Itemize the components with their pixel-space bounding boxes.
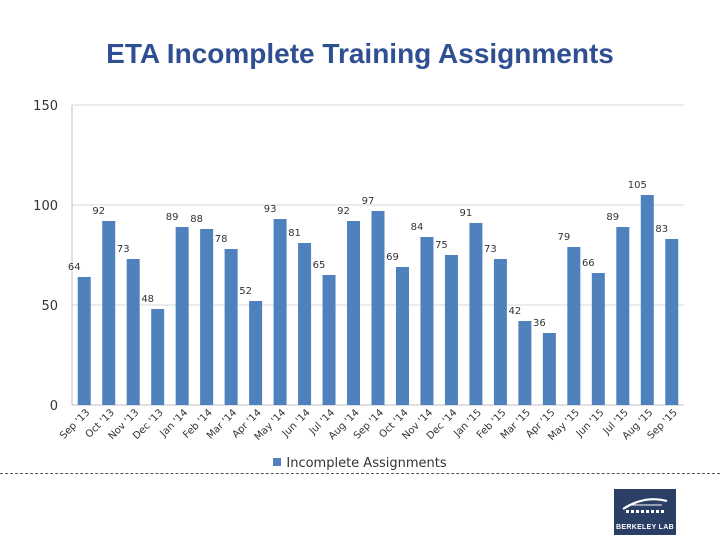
data-label: 81 xyxy=(288,228,301,239)
data-label: 75 xyxy=(435,240,448,251)
bar xyxy=(249,301,263,405)
bar xyxy=(542,333,556,405)
data-label: 92 xyxy=(337,206,350,217)
bar xyxy=(151,309,165,405)
bar xyxy=(102,221,116,405)
bar xyxy=(493,259,507,405)
data-label: 48 xyxy=(141,294,154,305)
data-label: 73 xyxy=(117,244,130,255)
bar xyxy=(224,249,238,405)
y-tick-label: 0 xyxy=(50,399,58,414)
y-tick-label: 100 xyxy=(33,199,58,214)
data-label: 69 xyxy=(386,252,399,263)
data-label: 93 xyxy=(264,204,277,215)
data-label: 84 xyxy=(411,222,424,233)
data-label: 89 xyxy=(606,212,619,223)
bar xyxy=(77,277,91,405)
bar xyxy=(322,275,336,405)
data-label: 92 xyxy=(92,206,105,217)
bar xyxy=(175,227,189,405)
data-label: 91 xyxy=(460,208,473,219)
data-label: 73 xyxy=(484,244,497,255)
data-label: 52 xyxy=(239,286,252,297)
bar xyxy=(200,229,214,405)
bar xyxy=(273,219,287,405)
data-label: 42 xyxy=(509,306,522,317)
data-label: 36 xyxy=(533,318,546,329)
data-label: 65 xyxy=(313,260,326,271)
bar xyxy=(347,221,361,405)
data-label: 64 xyxy=(68,262,81,273)
bar xyxy=(518,321,532,405)
legend-label: Incomplete Assignments xyxy=(286,456,447,471)
lab-building-icon xyxy=(622,498,668,513)
legend: Incomplete Assignments xyxy=(0,456,720,471)
data-label: 78 xyxy=(215,234,228,245)
bar xyxy=(420,237,434,405)
bar xyxy=(395,267,409,405)
footer-divider xyxy=(0,473,720,474)
legend-swatch xyxy=(273,458,282,466)
y-tick-label: 150 xyxy=(33,99,58,114)
bar xyxy=(298,243,312,405)
data-label: 66 xyxy=(582,258,595,269)
bar xyxy=(371,211,385,405)
bar xyxy=(616,227,630,405)
chart-title: ETA Incomplete Training Assignments xyxy=(106,38,614,69)
berkeley-lab-logo: BERKELEY LAB xyxy=(614,489,676,535)
data-label: 89 xyxy=(166,212,179,223)
bar xyxy=(640,195,654,405)
bar xyxy=(567,247,581,405)
data-label: 79 xyxy=(557,232,570,243)
data-label: 105 xyxy=(628,180,647,191)
bar xyxy=(444,255,458,405)
logo-text: BERKELEY LAB xyxy=(616,524,674,531)
bar xyxy=(126,259,140,405)
data-label: 97 xyxy=(362,196,375,207)
bar xyxy=(469,223,483,405)
data-label: 88 xyxy=(190,214,203,225)
bar xyxy=(591,273,605,405)
y-tick-label: 50 xyxy=(41,299,58,314)
data-label: 83 xyxy=(655,224,668,235)
bar xyxy=(665,239,679,405)
